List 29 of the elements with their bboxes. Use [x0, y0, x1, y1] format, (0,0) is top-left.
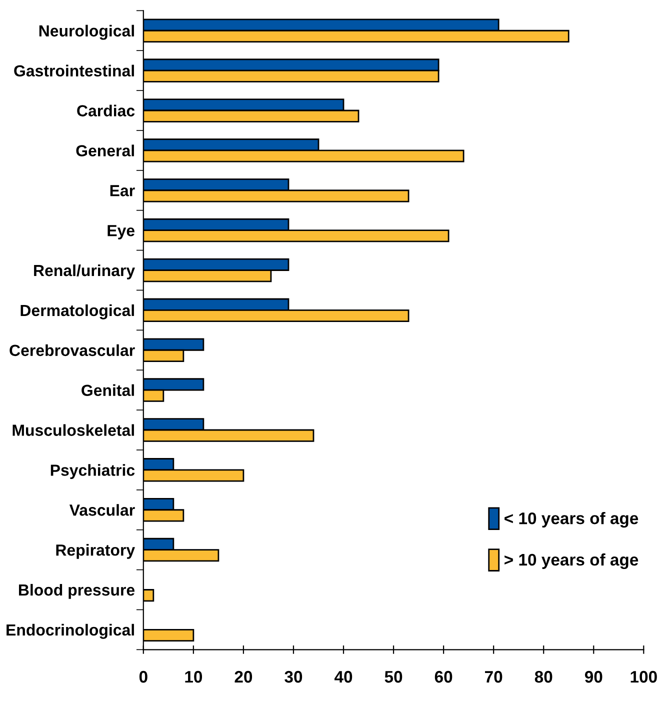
y-tick-label: Psychiatric [50, 464, 135, 480]
x-tick-label: 70 [485, 670, 502, 683]
legend-label: > 10 years of age [504, 553, 638, 570]
x-tick-label: 60 [434, 670, 452, 683]
x-tick-label: 90 [584, 670, 602, 683]
y-tick-label: Cerebrovascular [10, 344, 135, 356]
x-tick-label: 40 [334, 670, 352, 683]
x-tick-label: 100 [630, 670, 657, 683]
y-tick-label: Gastrointestinal [14, 64, 134, 76]
x-tick-label: 80 [534, 670, 552, 683]
x-tick-label: 50 [384, 670, 402, 683]
y-tick-label: Endocrinological [6, 624, 134, 639]
x-tick-label: 30 [284, 670, 302, 683]
y-tick-label: Cardiac [77, 104, 135, 116]
y-tick-label: Repiratory [56, 544, 135, 559]
y-tick-label: Genital [82, 384, 134, 396]
y-tick-label: Neurological [39, 24, 134, 40]
y-tick-label: Blood pressure [18, 584, 135, 599]
x-tick-label: 10 [185, 670, 202, 683]
y-tick-label: Ear [110, 185, 135, 196]
y-tick-label: Eye [108, 225, 135, 240]
y-tick-label: General [76, 144, 134, 156]
x-tick-label: 20 [234, 670, 252, 683]
legend-label: < 10 years of age [504, 512, 638, 528]
y-tick-label: Musculoskeletal [12, 424, 134, 436]
y-tick-label: Dermatological [20, 304, 134, 320]
x-tick-label: 0 [139, 670, 148, 683]
y-tick-label: Renal/urinary [34, 264, 135, 280]
y-tick-label: Vascular [69, 504, 135, 516]
